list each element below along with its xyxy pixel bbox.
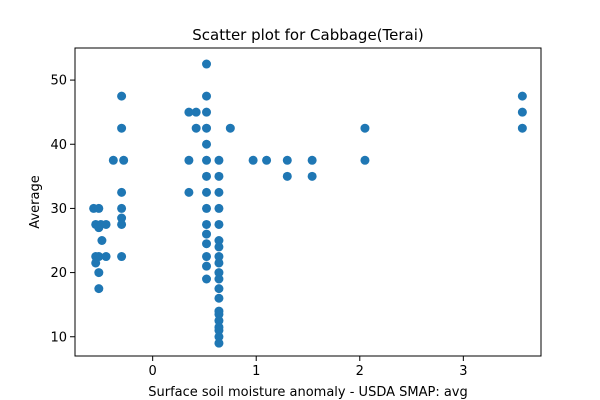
scatter-point: [202, 187, 212, 197]
scatter-point: [214, 325, 224, 335]
scatter-point: [262, 155, 272, 165]
y-tick-label: 10: [50, 330, 67, 345]
y-axis-ticks: 10 20 30 40 50: [50, 74, 75, 345]
scatter-point: [214, 338, 224, 348]
scatter-point: [202, 229, 212, 239]
scatter-point: [282, 155, 292, 165]
scatter-point: [94, 268, 104, 278]
chart-title: Scatter plot for Cabbage(Terai): [192, 26, 424, 44]
scatter-point: [214, 293, 224, 303]
scatter-point: [517, 91, 527, 101]
scatter-point: [202, 139, 212, 149]
scatter-point: [91, 258, 101, 268]
scatter-point: [94, 284, 104, 294]
scatter-point: [214, 242, 224, 252]
scatter-point: [108, 155, 118, 165]
scatter-point: [214, 268, 224, 278]
scatter-point: [360, 155, 370, 165]
scatter-point: [214, 236, 224, 245]
scatter-point: [202, 274, 212, 284]
scatter-point: [214, 258, 224, 268]
y-tick-label: 50: [50, 74, 67, 89]
scatter-point: [202, 59, 212, 69]
scatter-point: [214, 274, 224, 284]
scatter-point: [184, 187, 194, 197]
scatter-point: [202, 203, 212, 213]
scatter-point: [101, 252, 111, 262]
scatter-point: [307, 171, 317, 181]
scatter-point: [214, 309, 224, 319]
x-axis-label: Surface soil moisture anomaly - USDA SMA…: [148, 385, 468, 400]
scatter-point: [117, 123, 127, 133]
scatter-point: [94, 203, 104, 213]
scatter-point: [184, 107, 194, 117]
scatter-point: [202, 107, 212, 117]
scatter-point: [202, 123, 212, 133]
scatter-point: [214, 171, 224, 181]
scatter-point: [202, 155, 212, 165]
x-tick-label: 2: [356, 364, 364, 379]
scatter-point: [202, 261, 212, 271]
scatter-point: [202, 252, 212, 262]
scatter-point: [517, 123, 527, 133]
scatter-point: [214, 155, 224, 165]
x-tick-label: 3: [459, 364, 467, 379]
scatter-point: [202, 239, 212, 249]
scatter-point: [225, 123, 235, 133]
scatter-point: [191, 107, 201, 117]
scatter-point: [202, 171, 212, 181]
scatter-point: [119, 155, 129, 165]
x-tick-label: 1: [252, 364, 260, 379]
scatter-point: [202, 219, 212, 229]
scatter-point: [282, 171, 292, 181]
scatter-point: [117, 187, 127, 197]
scatter-point: [191, 123, 201, 133]
y-tick-label: 30: [50, 202, 67, 217]
y-tick-label: 40: [50, 138, 67, 153]
plot-frame: [74, 47, 542, 357]
x-tick-label: 0: [149, 364, 157, 379]
scatter-point: [184, 155, 194, 165]
scatter-point: [360, 123, 370, 133]
scatter-point: [117, 203, 127, 213]
scatter-point: [97, 236, 107, 245]
scatter-point: [202, 91, 212, 101]
scatter-point: [307, 155, 317, 165]
scatter-point: [517, 107, 527, 117]
scatter-point: [117, 213, 127, 223]
scatter-point: [101, 219, 111, 229]
scatter-point: [214, 332, 224, 342]
scatter-point: [214, 187, 224, 197]
scatter-point: [214, 219, 224, 229]
scatter-point: [214, 203, 224, 213]
scatter-point: [214, 252, 224, 262]
scatter-point: [117, 252, 127, 262]
scatter-point: [248, 155, 258, 165]
y-tick-label: 20: [50, 266, 67, 281]
scatter-point: [117, 91, 127, 101]
scatter-point: [214, 316, 224, 326]
scatter-point: [117, 219, 127, 229]
scatter-point: [214, 284, 224, 294]
x-axis-ticks: 0 1 2 3: [149, 356, 467, 379]
y-axis-label: Average: [28, 175, 43, 228]
data-points: [89, 59, 527, 348]
